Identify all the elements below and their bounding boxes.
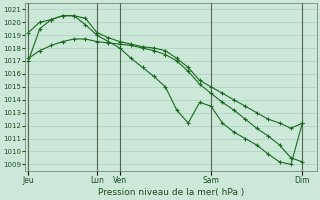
X-axis label: Pression niveau de la mer( hPa ): Pression niveau de la mer( hPa ) [98, 188, 244, 197]
